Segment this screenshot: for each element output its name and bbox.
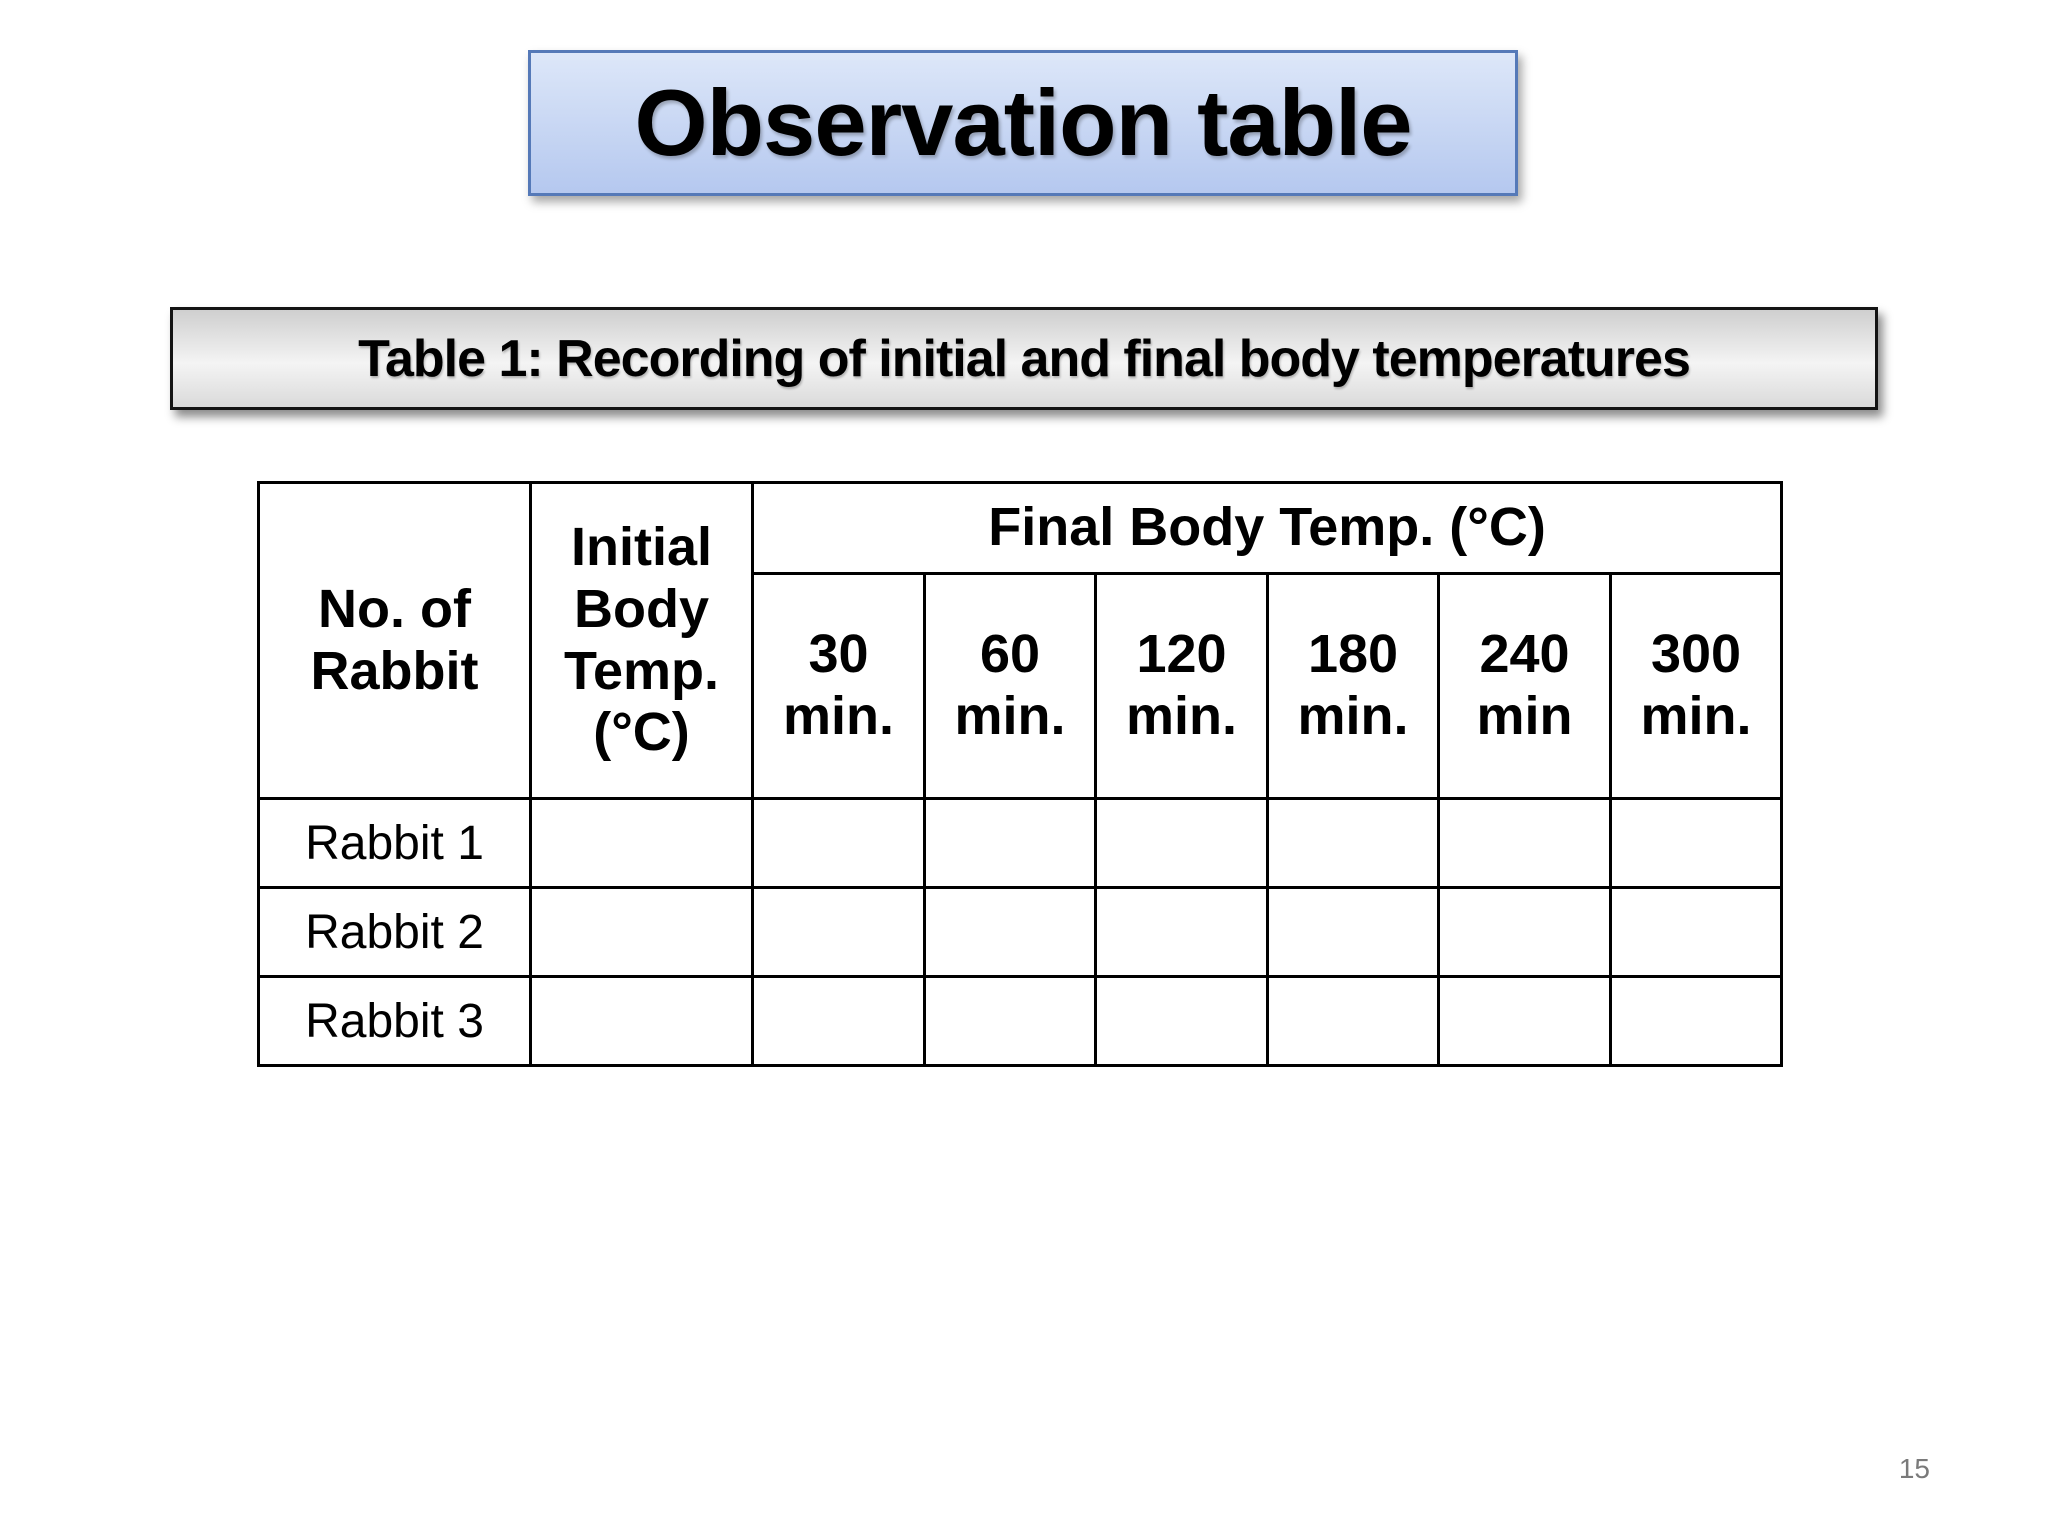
final-temp-cell (751, 797, 926, 889)
header-cell-300min: 300 min. (1608, 572, 1784, 800)
header-cell-60min: 60 min. (923, 572, 1097, 800)
header-cell-240min: 240 min (1437, 572, 1612, 800)
row-label-cell: Rabbit 1 (257, 797, 532, 889)
header-cell-final-body-temp: Final Body Temp. (°C) (750, 481, 1784, 575)
row-label-cell: Rabbit 3 (257, 975, 532, 1067)
initial-temp-cell (529, 975, 754, 1067)
final-temp-cell (1094, 886, 1269, 978)
observation-table: No. of Rabbit Initial Body Temp. (°C) Fi… (257, 481, 1784, 1067)
final-temp-cell (923, 886, 1097, 978)
final-temp-cell (1608, 886, 1784, 978)
header-row-times: 30 min. 60 min. 120 min. 180 min. 240 mi… (259, 572, 1784, 800)
header-cell-no-of-rabbit: No. of Rabbit (257, 481, 532, 800)
final-temp-cell (751, 886, 926, 978)
final-temp-cell (923, 797, 1097, 889)
table-row-rabbit-3: Rabbit 3 (257, 975, 1784, 1067)
initial-temp-cell (529, 886, 754, 978)
final-temp-cell (1094, 975, 1269, 1067)
header-cell-120min: 120 min. (1094, 572, 1269, 800)
header-row-top: No. of Rabbit Initial Body Temp. (°C) Fi… (257, 481, 1784, 800)
table-row-rabbit-1: Rabbit 1 (257, 797, 1784, 889)
table-caption-box: Table 1: Recording of initial and final … (170, 307, 1878, 410)
slide-title: Observation table (634, 70, 1413, 175)
title-box: Observation table (528, 50, 1518, 196)
final-temp-cell (751, 975, 926, 1067)
final-temp-cell (1266, 975, 1440, 1067)
final-temp-cell (923, 975, 1097, 1067)
table-caption: Table 1: Recording of initial and final … (358, 329, 1691, 388)
header-cell-initial-body-temp: Initial Body Temp. (°C) (529, 481, 754, 800)
header-cell-30min: 30 min. (751, 572, 926, 800)
final-temp-cell (1437, 797, 1612, 889)
final-temp-cell (1608, 797, 1784, 889)
final-temp-cell (1266, 886, 1440, 978)
final-temp-cell (1437, 975, 1612, 1067)
final-temp-cell (1608, 975, 1784, 1067)
page-number: 15 (1898, 1453, 1930, 1484)
initial-temp-cell (529, 797, 754, 889)
table-row-rabbit-2: Rabbit 2 (257, 886, 1784, 978)
final-temp-cell (1266, 797, 1440, 889)
header-cell-180min: 180 min. (1266, 572, 1440, 800)
final-temp-cell (1437, 886, 1612, 978)
final-temp-cell (1094, 797, 1269, 889)
row-label-cell: Rabbit 2 (257, 886, 532, 978)
